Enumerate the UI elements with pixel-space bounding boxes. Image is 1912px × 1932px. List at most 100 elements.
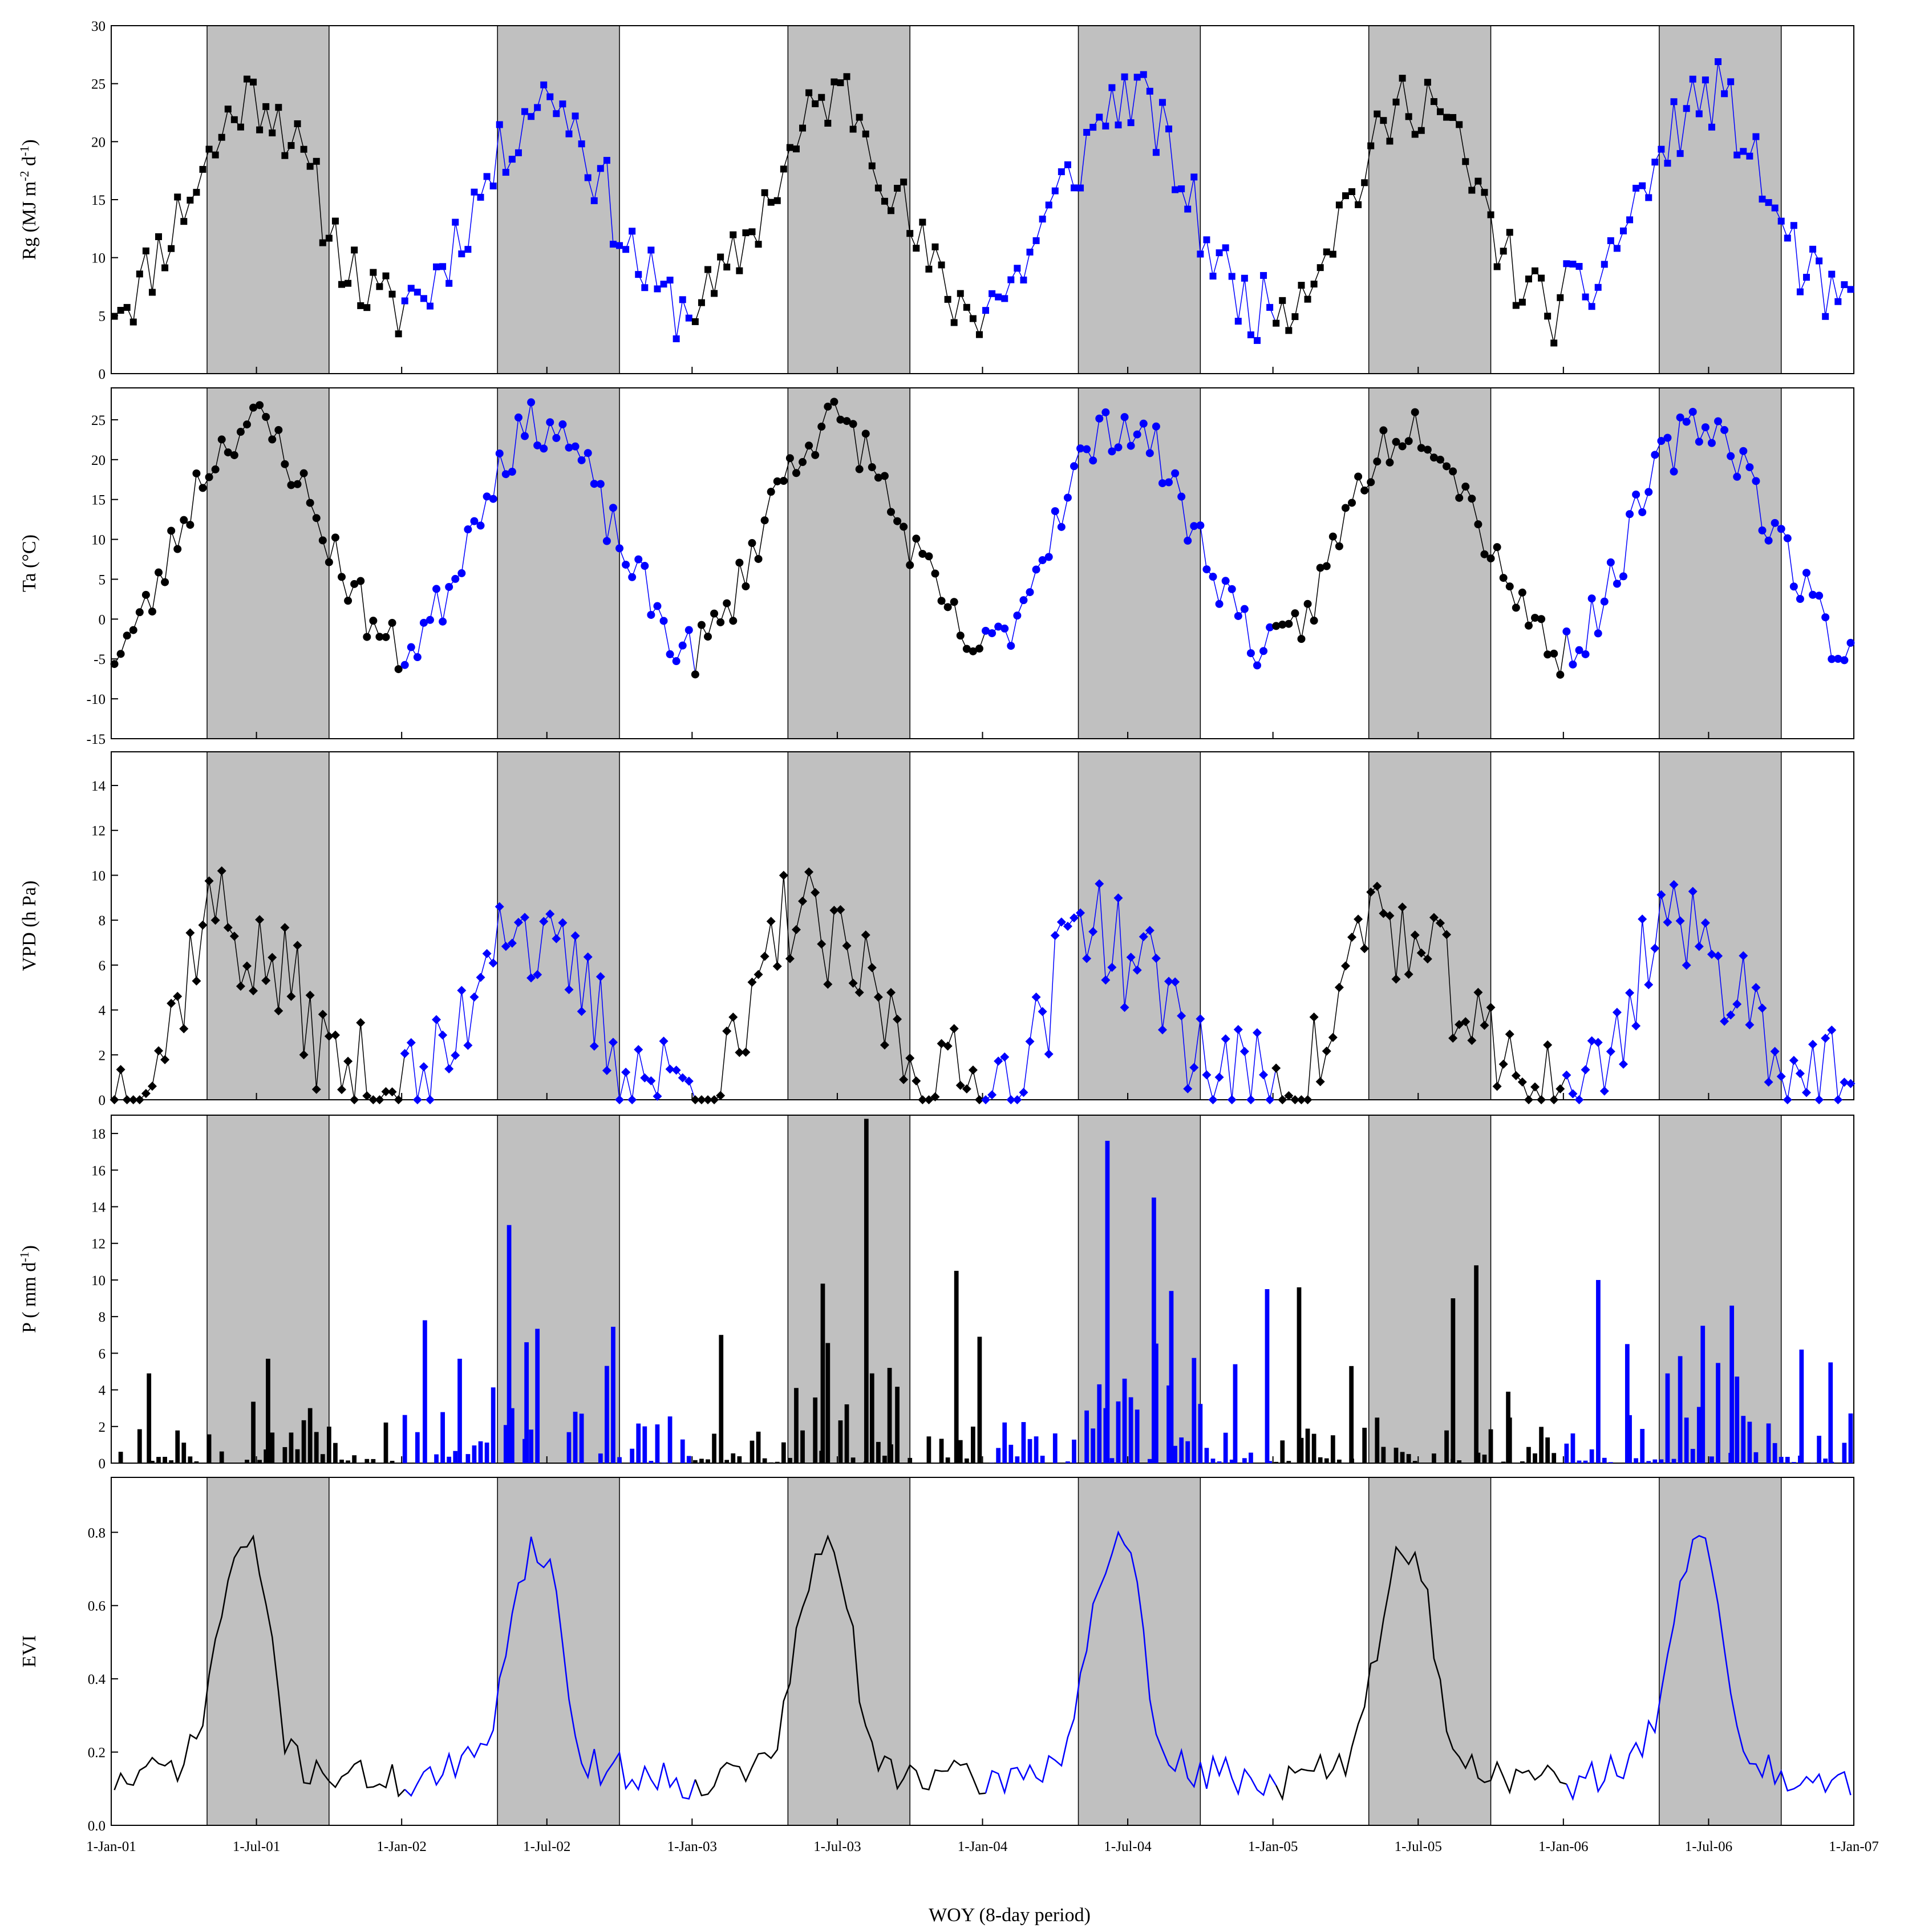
data-point-ta [1733,472,1741,481]
data-point-vpd [1145,926,1155,935]
data-point-rg [1645,194,1652,201]
data-point-ta [1177,492,1186,501]
data-point-vpd [1448,1034,1458,1043]
data-point-rg [963,303,970,311]
data-point-ta [1587,594,1596,603]
precip-bar [1671,1459,1676,1463]
precip-bar [1217,1461,1222,1463]
data-point-rg [256,126,264,133]
data-point-ta [533,441,542,449]
y-tick-label-ta: 5 [99,572,106,588]
data-point-vpd [1638,914,1647,924]
precip-bar [327,1427,331,1463]
data-point-rg [1683,105,1690,112]
data-point-rg [1481,189,1488,196]
data-point-rg [856,114,863,121]
data-point-rg [1323,248,1330,256]
y-tick-label-vpd: 10 [91,868,106,884]
data-point-ta [849,420,857,428]
data-point-ta [1575,646,1583,654]
data-point-ta [1569,660,1577,669]
precip-bar [731,1453,736,1463]
data-point-rg [1152,149,1160,156]
data-point-vpd [1480,1020,1489,1030]
y-axis-label-vpd: VPD (h Pa) [19,881,40,971]
data-point-ta [495,449,504,457]
precip-bar [750,1440,755,1463]
data-point-ta [716,618,725,626]
data-point-vpd [198,920,208,930]
data-point-ta [602,537,611,545]
precip-bar-peak [719,1335,724,1463]
data-point-rg [1279,297,1286,304]
data-point-ta [824,402,832,411]
data-point-rg [590,197,598,204]
shaded-season-ta-1 [206,387,330,739]
data-point-ta [357,577,365,585]
data-point-vpd [154,1046,164,1056]
precip-bar [529,1429,533,1463]
data-point-vpd [469,992,479,1002]
data-point-rg [1077,184,1084,192]
data-point-ta [1606,558,1615,566]
y-tick-label-rg: 15 [91,193,106,208]
precip-bar [175,1430,180,1463]
precip-bar [850,1457,856,1463]
data-point-rg [1721,90,1728,98]
data-point-rg [452,218,459,226]
data-point-rg [881,197,888,205]
precip-bar [1710,1456,1714,1463]
data-point-vpd [1574,1095,1584,1104]
data-point-ta [666,650,674,658]
data-point-ta [1000,624,1009,633]
precip-bar [1608,1462,1613,1463]
data-point-vpd [1208,1095,1218,1104]
data-point-rg [938,261,945,269]
data-point-rg [1234,318,1242,325]
data-point-ta [1707,439,1716,447]
data-point-ta [1272,622,1281,630]
data-point-ta [1221,577,1230,585]
data-point-ta [1777,525,1785,533]
data-point-rg [1298,282,1305,289]
data-point-rg [250,78,257,86]
data-point-rg [237,123,244,131]
panel-p: 0 2 4 6 8 10 12 14 16 18 P ( mm d-1) [17,1115,1854,1472]
x-tick-label: 1-Jul-01 [233,1839,280,1854]
data-point-ta [912,534,921,543]
precip-bar [1034,1436,1039,1463]
y-label-main: EVI [19,1635,40,1668]
data-point-rg [281,152,289,159]
precip-bar [1791,1462,1796,1463]
precip-bar-peak [1451,1298,1456,1463]
precip-bar [1198,1404,1203,1463]
shaded-season-p-5 [1368,1115,1492,1464]
data-point-rg [483,173,491,180]
x-tick-label: 1-Jan-05 [1248,1839,1298,1854]
y-label-mid: d [19,156,40,171]
data-point-rg [1715,58,1722,66]
precip-bar [1659,1459,1664,1463]
data-point-rg [1165,125,1173,133]
data-point-vpd [665,1064,675,1074]
data-point-ta [1303,600,1312,608]
precip-bar [1785,1457,1790,1463]
data-point-ta [1158,479,1166,488]
data-point-ta [470,517,479,525]
precip-bar [1173,1445,1177,1463]
data-point-vpd [1511,1071,1521,1080]
precip-bar [257,1460,262,1463]
precip-bar [1589,1449,1594,1463]
precip-bar [1122,1378,1127,1463]
data-point-vpd [1391,974,1401,984]
data-point-rg [723,264,731,271]
data-point-ta [338,573,346,581]
data-point-ta [697,621,706,629]
data-point-ta [811,451,820,459]
data-point-vpd [930,1092,940,1101]
data-point-ta [1524,621,1533,630]
data-point-vpd [558,918,568,927]
data-point-ta [678,641,687,650]
data-point-rg [950,319,958,326]
precip-bar [1539,1427,1544,1463]
